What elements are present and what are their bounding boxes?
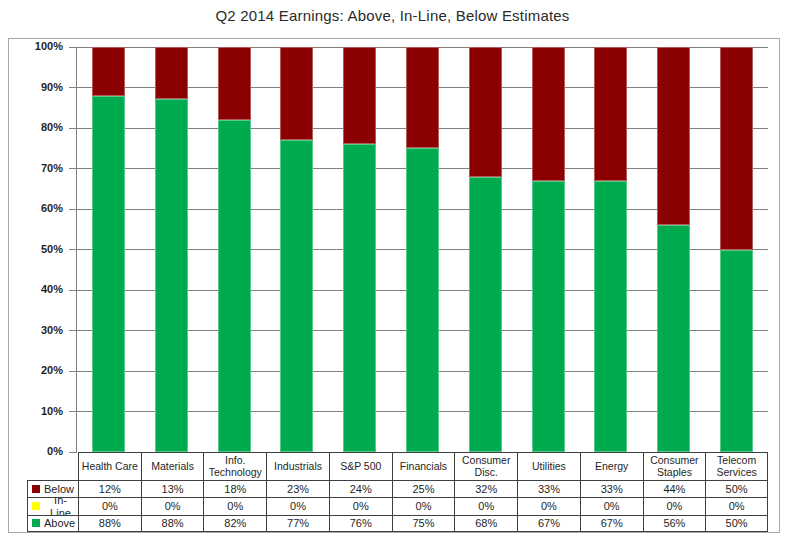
table-value-below-utilities: 33% (517, 480, 580, 497)
bar-below-consumer-disc (469, 47, 502, 177)
y-axis-tick-label: 50% (15, 243, 63, 255)
table-value-in-line-health-care: 0% (78, 497, 141, 514)
table-value-in-line-materials: 0% (141, 497, 204, 514)
table-header-consumer-staples: Consumer Staples (643, 452, 706, 480)
table-header-consumer-disc: Consumer Disc. (454, 452, 517, 480)
legend-label-above: Above (44, 517, 75, 529)
y-axis-tick-label: 70% (15, 162, 63, 174)
table-value-in-line-consumer-disc: 0% (454, 497, 517, 514)
bar-below-s-p-500 (343, 47, 376, 144)
table-value-above-consumer-staples: 56% (643, 515, 706, 532)
table-value-in-line-financials: 0% (392, 497, 455, 514)
bar-above-telecom-services (720, 250, 753, 453)
y-axis-tick-label: 40% (15, 283, 63, 295)
chart-frame: 0% 10% 20% 30% 40% 50% 60% 70% 80% 90% 100% Health… (8, 38, 780, 533)
table-value-below-info-technology: 18% (203, 480, 266, 497)
table-value-above-industrials: 77% (266, 515, 329, 532)
legend-label-below: Below (44, 483, 74, 495)
legend-swatch-in-line (32, 502, 40, 510)
bar-above-s-p-500 (343, 144, 376, 452)
table-value-below-industrials: 23% (266, 480, 329, 497)
table-value-above-telecom-services: 50% (705, 515, 768, 532)
table-header-utilities: Utilities (517, 452, 580, 480)
y-axis-tick-label: 100% (15, 40, 63, 52)
legend-swatch-below (32, 485, 40, 493)
table-value-below-telecom-services: 50% (705, 480, 768, 497)
table-value-below-materials: 13% (141, 480, 204, 497)
bar-below-materials (155, 47, 188, 99)
table-value-above-s-p-500: 76% (329, 515, 392, 532)
bar-below-telecom-services (720, 47, 753, 250)
bar-above-financials (406, 148, 439, 452)
bar-below-industrials (280, 47, 313, 140)
table-value-below-health-care: 12% (78, 480, 141, 497)
table-value-below-energy: 33% (580, 480, 643, 497)
y-axis-tick-label: 30% (15, 324, 63, 336)
bar-above-consumer-disc (469, 177, 502, 452)
bar-above-utilities (532, 181, 565, 452)
table-header-financials: Financials (392, 452, 455, 480)
legend-cell-below: Below (27, 480, 78, 497)
table-value-below-s-p-500: 24% (329, 480, 392, 497)
table-value-above-info-technology: 82% (203, 515, 266, 532)
bar-below-utilities (532, 47, 565, 181)
legend-cell-above: Above (27, 515, 78, 532)
bar-below-energy (594, 47, 627, 181)
table-value-above-utilities: 67% (517, 515, 580, 532)
table-value-in-line-utilities: 0% (517, 497, 580, 514)
table-value-in-line-info-technology: 0% (203, 497, 266, 514)
chart-title: Q2 2014 Earnings: Above, In-Line, Below … (0, 7, 785, 24)
bar-above-health-care (92, 96, 125, 452)
table-value-in-line-energy: 0% (580, 497, 643, 514)
bar-below-health-care (92, 47, 125, 96)
table-value-above-materials: 88% (141, 515, 204, 532)
table-value-above-consumer-disc: 68% (454, 515, 517, 532)
table-value-above-energy: 67% (580, 515, 643, 532)
table-corner-cell (27, 452, 78, 480)
data-table: Health CareMaterialsInfo. TechnologyIndu… (27, 452, 768, 532)
bar-above-consumer-staples (657, 225, 690, 452)
table-header-info-technology: Info. Technology (203, 452, 266, 480)
table-header-energy: Energy (580, 452, 643, 480)
table-header-materials: Materials (141, 452, 204, 480)
bar-below-financials (406, 47, 439, 148)
table-value-above-health-care: 88% (78, 515, 141, 532)
bar-above-industrials (280, 140, 313, 452)
y-axis-tick-label: 60% (15, 202, 63, 214)
legend-label-in-line: In-Line (44, 497, 77, 514)
bar-above-info-technology (218, 120, 251, 452)
table-header-s-p-500: S&P 500 (329, 452, 392, 480)
bar-below-info-technology (218, 47, 251, 120)
table-value-below-financials: 25% (392, 480, 455, 497)
table-value-above-financials: 75% (392, 515, 455, 532)
table-header-telecom-services: Telecom Services (705, 452, 768, 480)
table-value-below-consumer-staples: 44% (643, 480, 706, 497)
legend-cell-in-line: In-Line (27, 497, 78, 514)
y-axis-tick-label: 20% (15, 364, 63, 376)
bar-below-consumer-staples (657, 47, 690, 225)
table-header-industrials: Industrials (266, 452, 329, 480)
y-axis-tick-label: 90% (15, 81, 63, 93)
bar-above-energy (594, 181, 627, 452)
table-value-in-line-telecom-services: 0% (705, 497, 768, 514)
y-axis-tick-label: 80% (15, 121, 63, 133)
table-value-in-line-industrials: 0% (266, 497, 329, 514)
y-axis-tick-label: 10% (15, 405, 63, 417)
table-value-below-consumer-disc: 32% (454, 480, 517, 497)
legend-swatch-above (32, 519, 40, 527)
table-value-in-line-consumer-staples: 0% (643, 497, 706, 514)
bar-above-materials (155, 99, 188, 452)
table-header-health-care: Health Care (78, 452, 141, 480)
table-value-in-line-s-p-500: 0% (329, 497, 392, 514)
